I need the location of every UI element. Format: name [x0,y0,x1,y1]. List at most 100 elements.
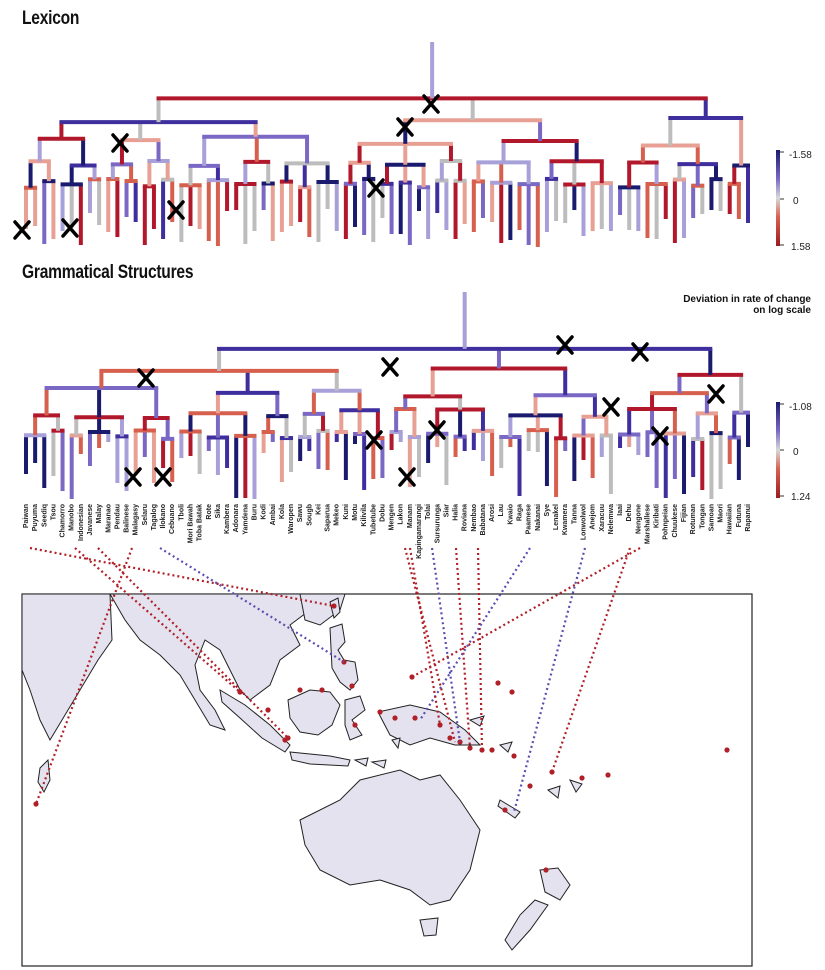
language-label: Lakon [398,504,405,525]
new-zealand-south-island [504,899,549,951]
x-marker [398,467,416,487]
connector-line [476,547,484,751]
language-label: Kwamera [562,504,569,535]
x-marker [154,467,172,487]
x-marker [381,357,399,377]
connector-line [411,547,641,678]
lex-scale-top: -1.58 [789,150,812,161]
language-location-dot [265,707,271,713]
language-location-dot [297,687,303,693]
language-location-dot [479,747,485,753]
language-label: Malay [96,504,103,524]
language-label: Manobo [69,504,76,531]
language-label: Xaracuu [599,504,606,532]
language-label: Marshallese [644,504,651,544]
language-label: Motu [352,504,359,521]
language-label: Hawaiian [727,504,734,534]
language-label: Arosi [489,504,496,522]
language-label: Siar [443,504,450,518]
language-label: Toba Batak [197,504,204,541]
map-locations [33,603,730,873]
language-label: Ilokano [160,504,167,529]
language-label: Rote [206,504,213,520]
language-location-dot [527,783,533,789]
connector-lines [29,546,641,813]
new-caledonia-landmass [497,799,521,819]
x-marker [167,200,185,220]
language-label: Sawu [297,504,304,522]
india-landmass [22,594,113,742]
language-location-dot [489,747,495,753]
language-location-dot [352,722,358,728]
language-label: Selaru [142,504,149,525]
x-marker [422,94,440,114]
x-marker [13,220,31,240]
connector-line [74,547,241,693]
language-label: Pohnpeian [663,504,670,540]
language-label: Tubetube [370,504,377,535]
language-label: Maranao [105,504,112,533]
language-location-dot [349,683,355,689]
language-label: Adonara [233,504,240,533]
language-label: Tboli [178,504,185,521]
language-label: Mori Bawah [188,504,195,543]
connector-line [34,547,134,805]
x-marker [556,335,574,355]
language-location-dot [543,867,549,873]
language-label: Lau [498,504,505,516]
x-marker [111,133,129,153]
language-label: Sye [544,504,551,517]
gram-scale-bottom: 1.24 [791,492,811,503]
x-marker [124,467,142,487]
language-label: Kambera [224,504,231,534]
connector-line [159,547,345,663]
language-label: Fijian [681,504,688,522]
language-label: Kwaio [507,504,514,525]
language-location-dot [724,747,730,753]
language-label: Futuna [736,504,743,527]
language-label: Buru [251,504,258,520]
grammar-color-scale: -1.08 0 1.24 [776,402,812,503]
language-label: Yamdena [242,504,249,535]
language-label: Kola [279,504,286,519]
language-label: Nengone [635,504,642,534]
language-label: Kiribati [654,504,661,528]
language-location-dot [237,689,243,695]
connector-line [454,547,472,749]
language-location-dot [331,603,337,609]
java-landmass [289,751,351,767]
language-label: Pendau [114,504,121,529]
language-label: Anejom [590,504,597,530]
borneo-landmass [287,689,341,736]
x-marker [137,368,155,388]
language-label: Tanna [571,504,578,524]
language-location-dot [511,753,517,759]
language-label: Seediq [41,504,48,527]
australia-landmass [299,769,481,906]
language-location-dot [392,715,398,721]
language-label: Mekeo [334,504,341,526]
lexicon-color-scale: -1.58 0 1.58 [776,150,812,253]
language-label: Mengen [389,504,396,530]
map [21,593,753,967]
sulawesi-landmass [344,695,366,741]
language-label: Iaai [617,504,624,516]
x-marker [631,342,649,362]
language-label: Saparua [325,504,332,532]
language-label: Puyuma [32,504,39,531]
language-location-dot [437,722,443,728]
x-marker [61,218,79,238]
connector-line [419,547,531,721]
language-location-dot [502,807,508,813]
language-label: Roviana [462,504,469,531]
connector-line [29,546,335,608]
language-label: Javanese [87,504,94,536]
language-label: Kei [315,504,322,515]
language-label: Kilivila [361,504,368,527]
sumatra-landmass [219,689,291,753]
shift-markers [13,94,725,487]
language-labels: Paiwan Puyuma Seediq Tsou Chamorro Manobo Indo… [23,504,752,559]
language-label: Rapanui [745,504,752,532]
language-label: Tsou [50,504,57,520]
